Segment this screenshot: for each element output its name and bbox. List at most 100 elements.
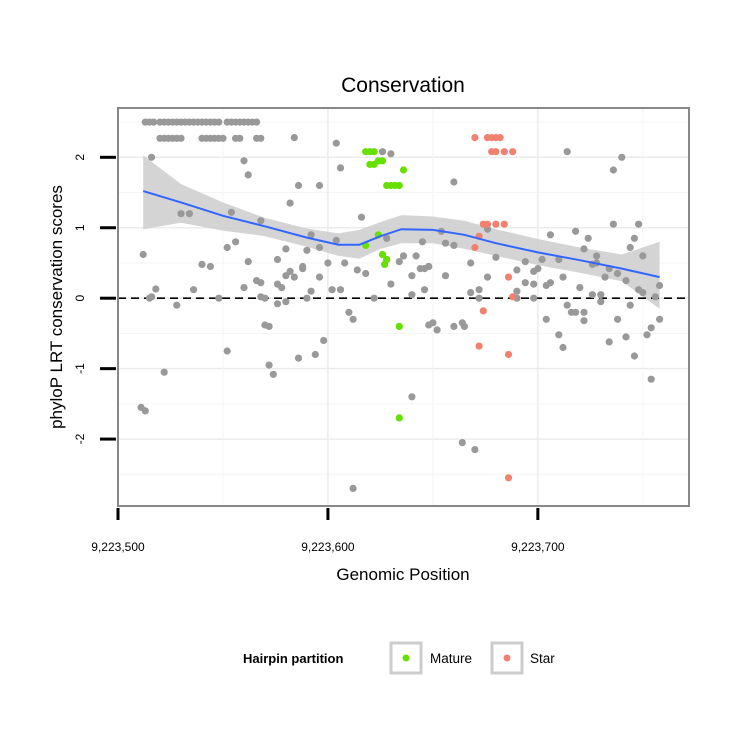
- point-other: [357, 213, 366, 221]
- point-other: [378, 148, 387, 156]
- point-other: [408, 393, 416, 401]
- point-star: [509, 293, 517, 301]
- point-other: [412, 252, 420, 260]
- point-mature: [399, 166, 408, 174]
- x-tick-label: 9,223,700: [511, 540, 565, 554]
- point-star: [483, 220, 492, 228]
- point-star: [492, 148, 500, 156]
- point-other: [542, 281, 550, 290]
- y-tick-label: -2: [73, 433, 87, 444]
- point-other: [303, 294, 311, 302]
- point-other: [265, 361, 273, 369]
- point-other: [177, 210, 185, 218]
- point-other: [597, 291, 605, 299]
- point-other: [341, 259, 349, 267]
- point-other: [460, 322, 468, 330]
- point-other: [177, 134, 185, 142]
- point-other: [345, 308, 353, 316]
- point-other: [198, 260, 206, 268]
- point-other: [257, 279, 265, 287]
- point-star: [492, 220, 500, 228]
- point-other: [303, 246, 311, 254]
- point-other: [408, 291, 416, 299]
- point-other: [387, 150, 395, 158]
- point-other: [559, 343, 567, 352]
- point-other: [273, 300, 282, 308]
- point-other: [190, 286, 198, 294]
- point-other: [626, 243, 634, 252]
- point-other: [324, 259, 332, 267]
- point-other: [513, 287, 521, 295]
- point-other: [362, 269, 370, 278]
- point-other: [244, 171, 252, 179]
- point-mature: [395, 181, 403, 190]
- point-other: [420, 286, 429, 294]
- point-other: [609, 220, 618, 228]
- legend-label-mature: Mature: [430, 651, 472, 666]
- point-other: [429, 319, 437, 327]
- point-other: [563, 301, 571, 309]
- point-other: [232, 238, 240, 246]
- point-other: [315, 273, 324, 281]
- point-other: [215, 118, 223, 126]
- point-star: [496, 134, 504, 142]
- point-other: [593, 252, 601, 260]
- y-axis-title: phyloP LRT conservation scores: [47, 185, 66, 429]
- point-other: [433, 326, 441, 334]
- point-other: [618, 153, 626, 161]
- point-other: [261, 294, 269, 302]
- y-tick-label: -1: [73, 363, 87, 374]
- smooth-line: [142, 190, 660, 279]
- y-tick-label: 1: [73, 224, 87, 231]
- point-star: [504, 474, 513, 482]
- point-other: [584, 234, 592, 242]
- point-star: [504, 350, 513, 359]
- point-other: [530, 294, 538, 302]
- y-axis: -2 -1 0 1 2: [73, 154, 116, 444]
- point-other: [257, 217, 265, 225]
- point-other: [635, 220, 643, 228]
- point-other: [227, 208, 235, 216]
- point-mature: [370, 160, 378, 168]
- point-other: [152, 285, 160, 293]
- point-other: [425, 262, 433, 271]
- point-other: [307, 287, 315, 295]
- point-other: [492, 253, 500, 261]
- legend-item-mature: Mature: [389, 641, 472, 675]
- x-axis-title: Genomic Position: [336, 565, 469, 584]
- legend-item-star: Star: [490, 641, 555, 675]
- point-other: [311, 350, 319, 359]
- point-other: [148, 153, 156, 161]
- scatter-points: [137, 118, 664, 492]
- point-other: [349, 484, 357, 492]
- legend-marker-star: [503, 654, 511, 662]
- point-mature: [378, 157, 387, 165]
- point-other: [215, 294, 223, 302]
- point-other: [605, 338, 613, 346]
- point-other: [542, 315, 550, 323]
- point-other: [290, 134, 298, 142]
- point-mature: [370, 148, 378, 156]
- point-other: [349, 315, 357, 323]
- point-other: [148, 293, 156, 301]
- point-other: [387, 280, 395, 288]
- point-other: [244, 258, 252, 266]
- point-other: [580, 317, 588, 325]
- point-other: [471, 446, 479, 454]
- y-tick-label: 2: [73, 154, 87, 161]
- point-mature: [395, 414, 403, 422]
- smooth-trend-line: [142, 190, 660, 279]
- point-other: [630, 234, 639, 242]
- point-star: [500, 220, 508, 228]
- point-other: [622, 333, 630, 341]
- point-other: [467, 259, 475, 267]
- point-other: [253, 118, 261, 126]
- point-other: [265, 322, 273, 330]
- point-other: [546, 231, 555, 239]
- point-star: [479, 307, 487, 315]
- point-other: [647, 324, 655, 332]
- point-other: [614, 315, 622, 323]
- point-other: [315, 181, 324, 190]
- legend: Hairpin partition Mature Star: [243, 641, 555, 675]
- legend-marker-mature: [402, 654, 410, 662]
